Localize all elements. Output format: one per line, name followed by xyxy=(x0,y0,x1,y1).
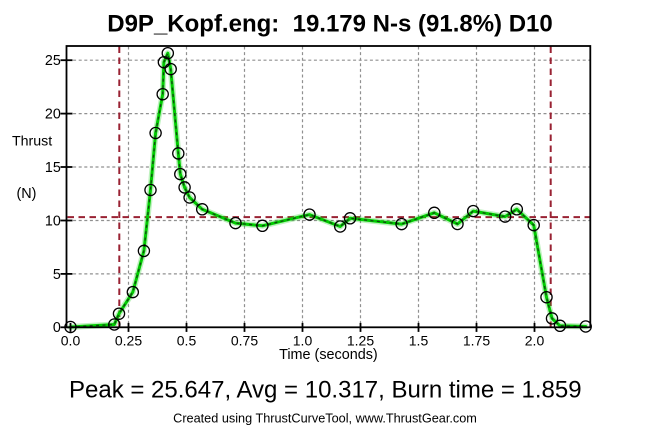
svg-text:Thrust: Thrust xyxy=(12,133,52,149)
svg-text:1.75: 1.75 xyxy=(463,333,490,349)
svg-text:15: 15 xyxy=(45,160,61,176)
svg-text:0.5: 0.5 xyxy=(177,333,197,349)
svg-text:1.25: 1.25 xyxy=(347,333,374,349)
svg-text:2.0: 2.0 xyxy=(525,333,545,349)
svg-text:5: 5 xyxy=(53,267,61,283)
svg-text:0.75: 0.75 xyxy=(231,333,258,349)
svg-text:1.0: 1.0 xyxy=(293,333,313,349)
svg-text:0: 0 xyxy=(53,320,61,336)
svg-text:1.5: 1.5 xyxy=(409,333,429,349)
svg-text:0.0: 0.0 xyxy=(61,333,81,349)
svg-text:Peak = 25.647, Avg = 10.317, B: Peak = 25.647, Avg = 10.317, Burn time =… xyxy=(69,376,582,403)
svg-text:0.25: 0.25 xyxy=(115,333,142,349)
svg-text:25: 25 xyxy=(45,53,61,69)
svg-text:20: 20 xyxy=(45,107,61,123)
svg-text:Time (seconds): Time (seconds) xyxy=(279,347,378,363)
svg-text:Created using ThrustCurveTool,: Created using ThrustCurveTool, www.Thrus… xyxy=(173,411,477,425)
svg-text:(N): (N) xyxy=(17,186,37,202)
svg-text:D9P_Kopf.eng: 19.179 N-s (91.: D9P_Kopf.eng: 19.179 N-s (91.8%) D10 xyxy=(107,10,553,37)
svg-text:10: 10 xyxy=(45,213,61,229)
